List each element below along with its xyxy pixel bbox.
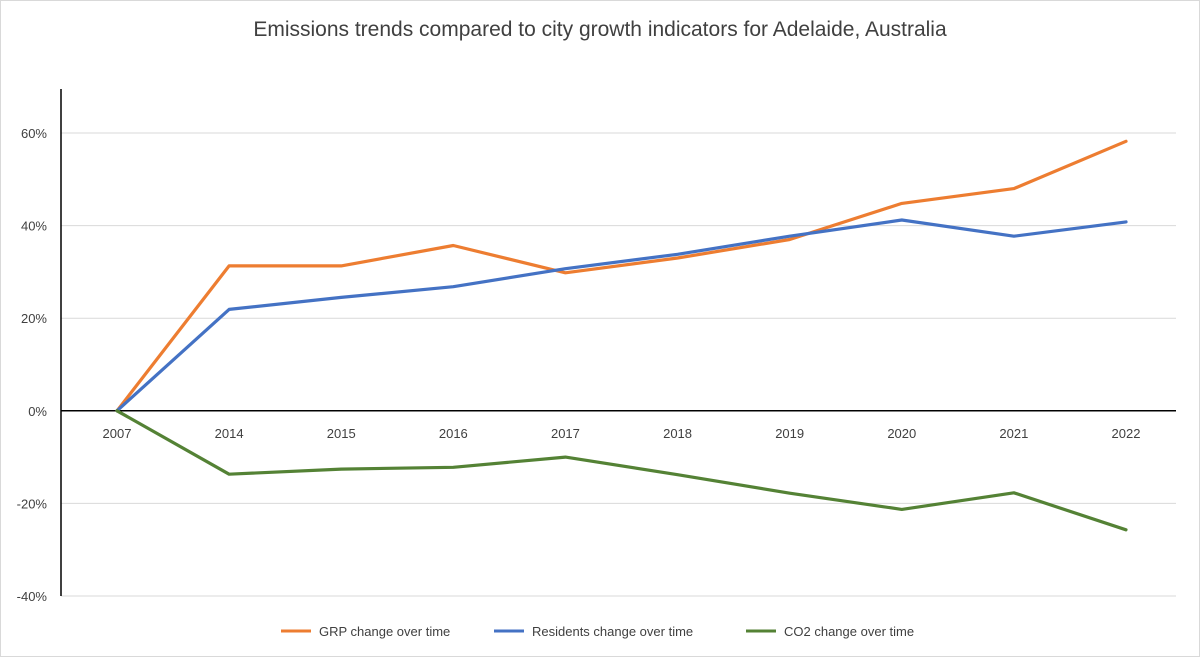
x-tick-label: 2014 bbox=[215, 426, 244, 441]
x-tick-label: 2016 bbox=[439, 426, 468, 441]
y-tick-labels: -40% -20% 0% 20% 40% 60% bbox=[17, 126, 48, 604]
series-line-3 bbox=[115, 409, 1128, 532]
x-tick-label: 2015 bbox=[327, 426, 356, 441]
y-tick-label: 20% bbox=[21, 311, 47, 326]
series-lines bbox=[115, 139, 1128, 532]
x-tick-label: 2017 bbox=[551, 426, 580, 441]
x-tick-label: 2021 bbox=[999, 426, 1028, 441]
x-tick-label: 2007 bbox=[103, 426, 132, 441]
x-tick-label: 2019 bbox=[775, 426, 804, 441]
gridlines bbox=[61, 132, 1176, 597]
series-line-1 bbox=[115, 139, 1128, 413]
legend: GRP change over time Residents change ove… bbox=[281, 624, 914, 639]
y-tick-label: -40% bbox=[17, 589, 48, 604]
legend-label: GRP change over time bbox=[319, 624, 450, 639]
x-tick-label: 2020 bbox=[887, 426, 916, 441]
x-tick-label: 2018 bbox=[663, 426, 692, 441]
legend-label: Residents change over time bbox=[532, 624, 693, 639]
x-tick-label: 2022 bbox=[1112, 426, 1141, 441]
series-line-2 bbox=[115, 218, 1128, 413]
y-tick-label: 0% bbox=[28, 404, 47, 419]
axes bbox=[60, 89, 1176, 596]
y-tick-label: 40% bbox=[21, 219, 47, 234]
legend-label: CO2 change over time bbox=[784, 624, 914, 639]
y-tick-label: -20% bbox=[17, 496, 48, 511]
chart-title: Emissions trends compared to city growth… bbox=[253, 18, 947, 41]
x-tick-labels: 2007 2014 2015 2016 2017 2018 2019 2020 2021 2022 bbox=[103, 426, 1141, 441]
y-tick-label: 60% bbox=[21, 126, 47, 141]
